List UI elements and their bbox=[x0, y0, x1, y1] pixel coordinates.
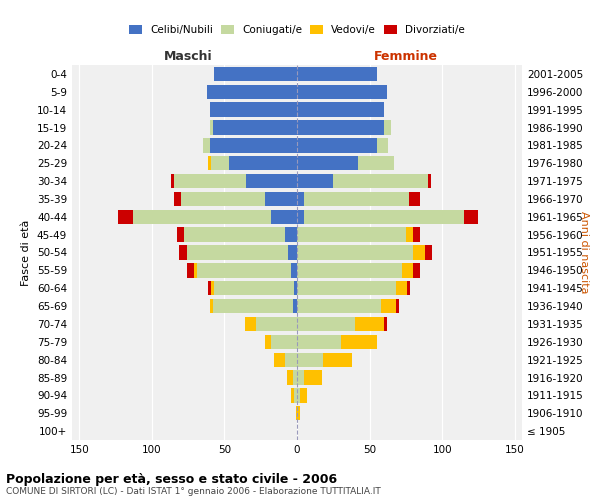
Bar bbox=[294, 281, 297, 295]
Bar bbox=[265, 334, 271, 349]
Bar bbox=[297, 228, 406, 242]
Bar bbox=[323, 352, 352, 367]
Bar bbox=[297, 334, 341, 349]
Bar bbox=[214, 281, 294, 295]
Text: Popolazione per età, sesso e stato civile - 2006: Popolazione per età, sesso e stato civil… bbox=[6, 472, 337, 486]
Text: Maschi: Maschi bbox=[164, 50, 212, 63]
Bar bbox=[297, 406, 300, 420]
Bar bbox=[297, 263, 401, 278]
Bar bbox=[297, 192, 304, 206]
Bar bbox=[287, 370, 293, 384]
Bar bbox=[210, 299, 213, 313]
Bar bbox=[297, 299, 381, 313]
Bar bbox=[407, 281, 410, 295]
Bar bbox=[173, 192, 181, 206]
Bar bbox=[274, 352, 286, 367]
Bar bbox=[176, 228, 184, 242]
Bar bbox=[297, 174, 333, 188]
Bar bbox=[297, 246, 413, 260]
Bar bbox=[297, 281, 396, 295]
Bar bbox=[304, 192, 409, 206]
Bar bbox=[297, 210, 304, 224]
Bar bbox=[214, 67, 297, 81]
Bar bbox=[293, 299, 297, 313]
Bar bbox=[271, 334, 297, 349]
Bar bbox=[341, 334, 377, 349]
Bar bbox=[271, 210, 297, 224]
Bar bbox=[377, 138, 388, 152]
Bar bbox=[211, 156, 229, 170]
Bar bbox=[294, 388, 297, 402]
Bar bbox=[245, 317, 256, 331]
Legend: Celibi/Nubili, Coniugati/e, Vedovi/e, Divorziati/e: Celibi/Nubili, Coniugati/e, Vedovi/e, Di… bbox=[126, 22, 468, 38]
Bar bbox=[194, 263, 197, 278]
Bar bbox=[118, 210, 133, 224]
Bar bbox=[401, 263, 413, 278]
Bar bbox=[297, 388, 300, 402]
Bar bbox=[384, 317, 387, 331]
Bar bbox=[293, 370, 297, 384]
Bar bbox=[256, 317, 297, 331]
Bar bbox=[297, 138, 377, 152]
Bar bbox=[286, 352, 297, 367]
Bar bbox=[229, 156, 297, 170]
Bar bbox=[210, 138, 297, 152]
Bar bbox=[211, 281, 214, 295]
Bar bbox=[355, 317, 384, 331]
Bar bbox=[297, 84, 387, 99]
Bar bbox=[213, 299, 293, 313]
Y-axis label: Fasce di età: Fasce di età bbox=[22, 220, 31, 286]
Bar bbox=[208, 281, 211, 295]
Bar bbox=[413, 263, 421, 278]
Bar bbox=[297, 370, 304, 384]
Bar bbox=[464, 210, 478, 224]
Bar bbox=[396, 281, 407, 295]
Bar bbox=[409, 192, 421, 206]
Bar bbox=[297, 156, 358, 170]
Text: Femmine: Femmine bbox=[374, 50, 438, 63]
Bar bbox=[297, 352, 323, 367]
Bar bbox=[384, 120, 391, 134]
Bar bbox=[288, 246, 297, 260]
Bar bbox=[179, 246, 187, 260]
Bar bbox=[210, 102, 297, 117]
Bar bbox=[246, 174, 297, 188]
Bar bbox=[396, 299, 398, 313]
Bar bbox=[297, 120, 384, 134]
Bar bbox=[304, 370, 322, 384]
Y-axis label: Anni di nascita: Anni di nascita bbox=[579, 211, 589, 294]
Bar bbox=[171, 174, 173, 188]
Bar bbox=[210, 120, 213, 134]
Bar bbox=[187, 263, 194, 278]
Bar bbox=[297, 102, 384, 117]
Bar bbox=[297, 317, 355, 331]
Bar bbox=[300, 388, 307, 402]
Bar bbox=[265, 192, 297, 206]
Bar bbox=[296, 406, 297, 420]
Bar bbox=[406, 228, 413, 242]
Bar bbox=[184, 228, 286, 242]
Bar bbox=[291, 263, 297, 278]
Bar bbox=[425, 246, 432, 260]
Bar bbox=[413, 228, 421, 242]
Bar bbox=[187, 246, 288, 260]
Bar bbox=[297, 67, 377, 81]
Bar bbox=[197, 263, 291, 278]
Bar bbox=[133, 210, 271, 224]
Bar bbox=[208, 156, 211, 170]
Bar bbox=[291, 388, 294, 402]
Bar bbox=[304, 210, 464, 224]
Bar bbox=[213, 120, 297, 134]
Bar bbox=[413, 246, 425, 260]
Bar bbox=[333, 174, 428, 188]
Bar bbox=[181, 192, 265, 206]
Bar bbox=[207, 84, 297, 99]
Bar bbox=[173, 174, 246, 188]
Bar bbox=[428, 174, 431, 188]
Bar bbox=[203, 138, 210, 152]
Bar bbox=[286, 228, 297, 242]
Bar bbox=[381, 299, 396, 313]
Bar bbox=[358, 156, 394, 170]
Text: COMUNE DI SIRTORI (LC) - Dati ISTAT 1° gennaio 2006 - Elaborazione TUTTITALIA.IT: COMUNE DI SIRTORI (LC) - Dati ISTAT 1° g… bbox=[6, 488, 381, 496]
